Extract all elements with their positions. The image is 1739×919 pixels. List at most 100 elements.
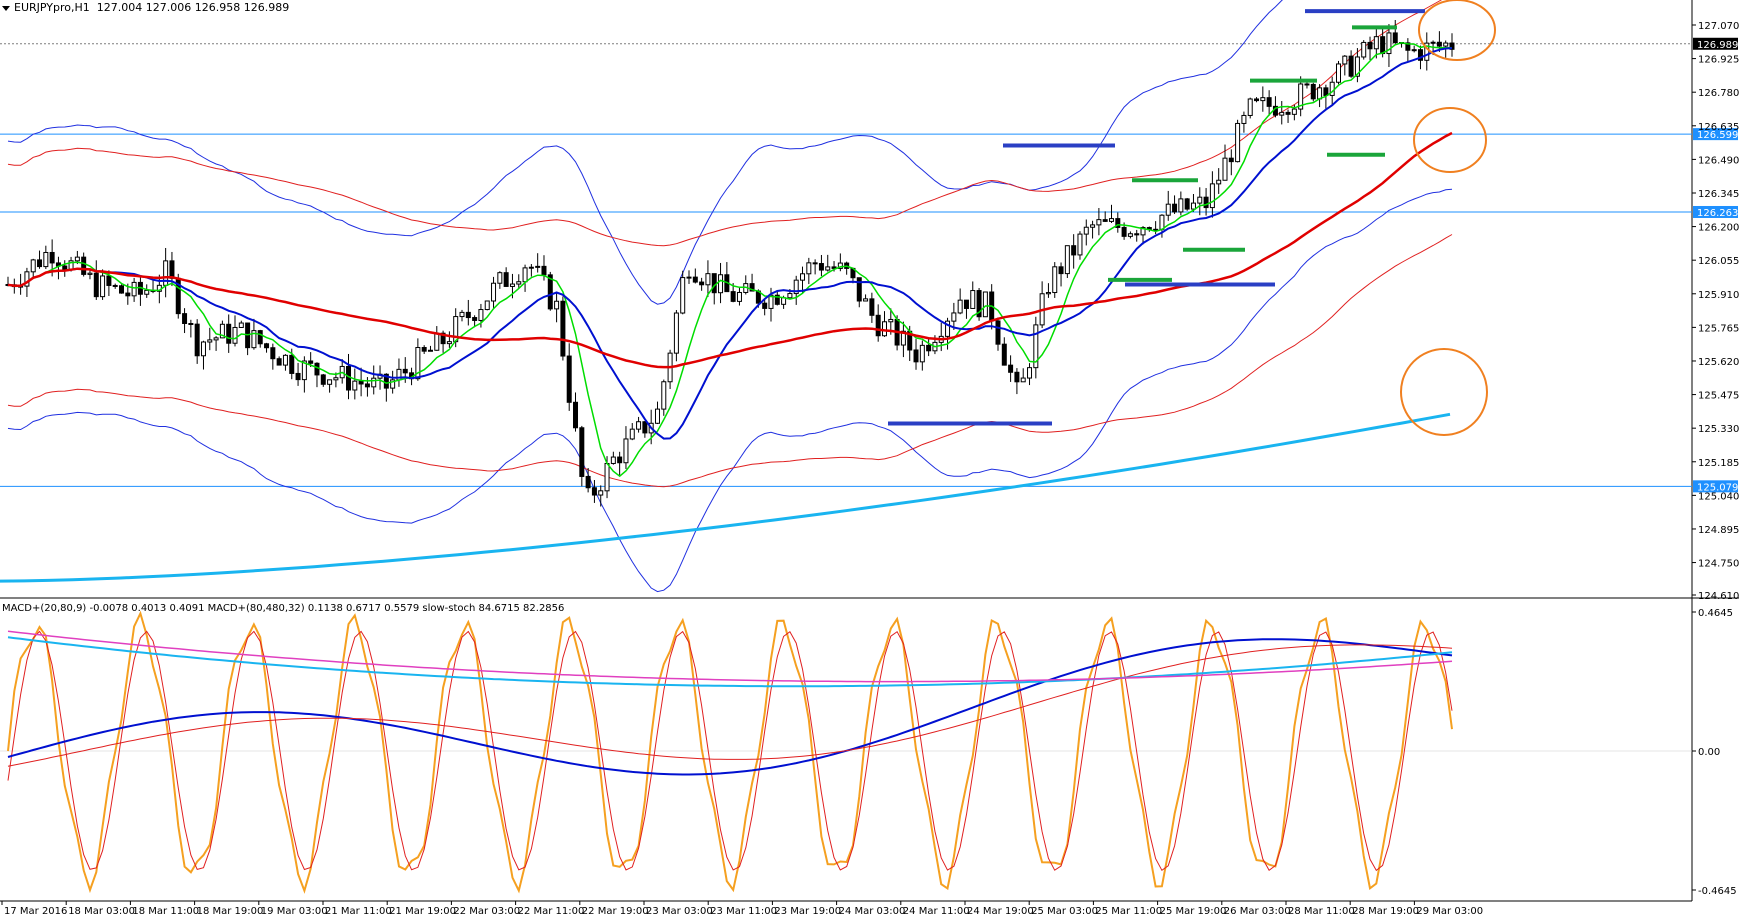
candle-body xyxy=(1102,219,1108,222)
candle-body xyxy=(661,381,667,410)
candle-body xyxy=(1077,233,1083,256)
candle-body xyxy=(465,311,471,319)
bollinger-upper-blue xyxy=(7,0,1283,305)
candle-body xyxy=(585,475,591,489)
candle-body xyxy=(1020,377,1026,383)
x-tick-label: 23 Mar 11:00 xyxy=(710,906,777,917)
price-label: 125.079 xyxy=(1697,482,1738,493)
candle-body xyxy=(24,271,30,287)
candle-body xyxy=(270,347,276,360)
y-tick-label: 124.750 xyxy=(1698,559,1739,570)
candle-body xyxy=(81,256,87,275)
candle-body xyxy=(730,291,736,302)
candle-body xyxy=(1361,41,1367,58)
candle-body xyxy=(787,293,793,299)
price-label-box xyxy=(1693,37,1738,50)
candle-body xyxy=(1241,114,1247,124)
candle-body xyxy=(106,275,112,286)
candle-body xyxy=(219,323,225,339)
candle-body xyxy=(1348,55,1354,77)
ma-fast-green xyxy=(7,42,1453,478)
candle-body xyxy=(100,275,106,298)
dropdown-triangle-icon[interactable] xyxy=(2,5,10,11)
price-label-box xyxy=(1693,205,1738,218)
candle-body xyxy=(289,354,295,374)
candle-body xyxy=(528,266,534,269)
candle-body xyxy=(1045,292,1051,295)
candle-body xyxy=(610,456,616,464)
candle-body xyxy=(598,490,604,496)
candle-body xyxy=(1159,214,1165,230)
candle-body xyxy=(1033,324,1039,369)
candle-body xyxy=(301,360,307,381)
candle-body xyxy=(333,377,339,381)
candle-body xyxy=(1342,55,1348,65)
candle-body xyxy=(1405,42,1411,51)
candle-body xyxy=(434,332,440,351)
candle-body xyxy=(30,259,36,273)
candle-body xyxy=(1235,122,1241,163)
candle-body xyxy=(1247,98,1253,116)
candle-body xyxy=(1304,83,1310,86)
candle-body xyxy=(1209,183,1215,209)
x-tick-label: 22 Mar 19:00 xyxy=(582,906,649,917)
candle-body xyxy=(1335,63,1341,83)
candle-body xyxy=(957,299,963,314)
envelope-upper-red xyxy=(7,0,1443,247)
candle-body xyxy=(806,262,812,275)
candle-body xyxy=(144,289,150,295)
candle-body xyxy=(1052,266,1058,294)
candle-body xyxy=(371,377,377,388)
candle-body xyxy=(642,421,648,434)
candle-body xyxy=(604,462,610,492)
candle-body xyxy=(1291,108,1297,115)
candle-body xyxy=(1121,226,1127,237)
y-tick-label: 126.780 xyxy=(1698,88,1739,99)
x-tick-label: 17 Mar 2016 xyxy=(4,906,67,917)
candle-body xyxy=(566,355,572,403)
candle-body xyxy=(875,314,881,337)
annotation-circle xyxy=(1418,0,1496,61)
candle-body xyxy=(1430,41,1436,44)
x-tick-label: 23 Mar 19:00 xyxy=(774,906,841,917)
ohlc-label: 127.004 127.006 126.958 126.989 xyxy=(96,1,290,14)
candle-body xyxy=(1285,111,1291,115)
candle-body xyxy=(1323,87,1329,96)
candle-body xyxy=(900,330,906,346)
x-tick-label: 21 Mar 11:00 xyxy=(325,906,392,917)
candle-body xyxy=(774,294,780,305)
candle-body xyxy=(963,299,969,309)
candle-body xyxy=(705,273,711,286)
candle-body xyxy=(169,260,175,279)
price-label-box xyxy=(1693,128,1738,141)
candle-body xyxy=(516,281,522,285)
price-label-box xyxy=(1693,480,1738,493)
candle-body xyxy=(831,266,837,269)
candle-body xyxy=(491,282,497,302)
candle-body xyxy=(415,347,421,380)
x-tick-label: 29 Mar 03:00 xyxy=(1416,906,1483,917)
x-tick-label: 25 Mar 11:00 xyxy=(1095,906,1162,917)
candle-body xyxy=(446,341,452,345)
x-tick-label: 24 Mar 11:00 xyxy=(903,906,970,917)
candle-body xyxy=(509,283,515,287)
candle-body xyxy=(257,330,263,345)
candle-body xyxy=(1254,98,1260,102)
candle-body xyxy=(919,344,925,363)
ma-mid-blue xyxy=(7,47,1453,440)
candle-body xyxy=(503,272,509,287)
candle-body xyxy=(459,311,465,318)
y-tick-label: 126.200 xyxy=(1698,223,1739,234)
candle-body xyxy=(1197,196,1203,204)
candle-body xyxy=(522,267,528,283)
indicator-title: MACD+(20,80,9) -0.0078 0.4013 0.4091 MAC… xyxy=(2,603,565,614)
candle-body xyxy=(554,300,560,310)
x-tick-label: 18 Mar 11:00 xyxy=(132,906,199,917)
x-tick-label: 22 Mar 11:00 xyxy=(518,906,585,917)
candle-body xyxy=(112,284,118,287)
y-tick-label: 124.610 xyxy=(1698,591,1739,602)
candle-body xyxy=(1083,226,1089,235)
candle-body xyxy=(1228,157,1234,163)
candle-body xyxy=(711,273,717,294)
